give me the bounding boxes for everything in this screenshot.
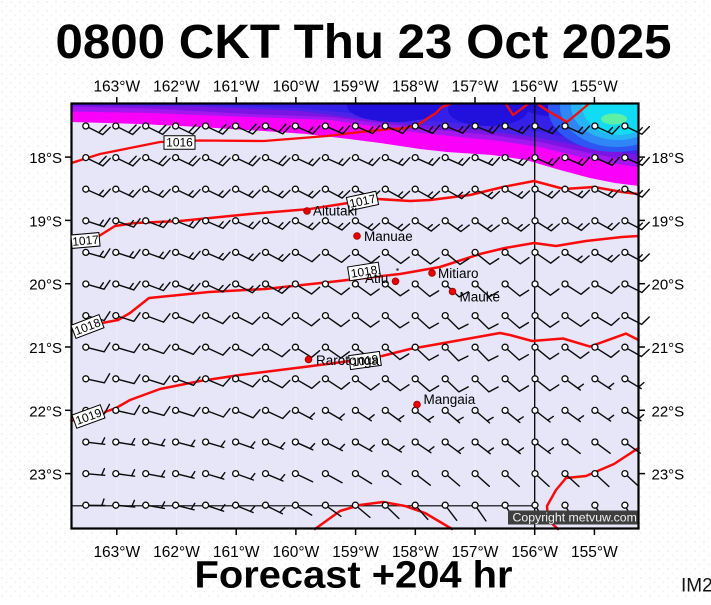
svg-text:159°W: 159°W <box>332 79 379 96</box>
svg-text:19°S: 19°S <box>652 213 685 230</box>
svg-text:155°W: 155°W <box>571 544 618 561</box>
svg-text:Forecast +204 hr: Forecast +204 hr <box>195 555 513 597</box>
svg-text:160°W: 160°W <box>273 79 320 96</box>
svg-text:156°W: 156°W <box>511 544 558 561</box>
svg-text:156°W: 156°W <box>511 79 558 96</box>
svg-text:Rarotonga: Rarotonga <box>316 353 380 368</box>
svg-text:1016: 1016 <box>166 136 193 150</box>
svg-text:157°W: 157°W <box>452 544 499 561</box>
svg-text:162°W: 162°W <box>153 544 200 561</box>
svg-text:160°W: 160°W <box>273 544 320 561</box>
svg-text:Mitiaro: Mitiaro <box>438 266 479 281</box>
svg-text:161°W: 161°W <box>213 79 260 96</box>
svg-text:20°S: 20°S <box>29 277 62 294</box>
svg-text:161°W: 161°W <box>213 544 260 561</box>
svg-text:Mauke: Mauke <box>460 290 501 305</box>
svg-text:159°W: 159°W <box>332 544 379 561</box>
svg-text:158°W: 158°W <box>392 79 439 96</box>
svg-text:18°S: 18°S <box>652 150 685 167</box>
svg-text:23°S: 23°S <box>652 467 685 484</box>
svg-text:IM2: IM2 <box>681 576 711 597</box>
svg-text:163°W: 163°W <box>93 79 140 96</box>
svg-text:23°S: 23°S <box>29 467 62 484</box>
svg-text:1019: 1019 <box>351 352 380 370</box>
svg-text:21°S: 21°S <box>29 340 62 357</box>
svg-text:1017: 1017 <box>72 233 100 249</box>
svg-text:18°S: 18°S <box>29 150 62 167</box>
svg-text:20°S: 20°S <box>652 277 685 294</box>
svg-text:155°W: 155°W <box>571 79 618 96</box>
svg-text:22°S: 22°S <box>29 403 62 420</box>
svg-text:22°S: 22°S <box>652 403 685 420</box>
svg-text:21°S: 21°S <box>652 340 685 357</box>
svg-text:Copyright metvuw.com: Copyright metvuw.com <box>513 511 637 525</box>
svg-text:1018: 1018 <box>350 263 379 281</box>
svg-text:Mangaia: Mangaia <box>424 392 476 407</box>
svg-text:163°W: 163°W <box>93 544 140 561</box>
svg-text:Manuae: Manuae <box>364 229 413 244</box>
svg-text:19°S: 19°S <box>29 213 62 230</box>
svg-text:158°W: 158°W <box>392 544 439 561</box>
svg-text:162°W: 162°W <box>153 79 200 96</box>
svg-text:157°W: 157°W <box>452 79 499 96</box>
svg-text:Atiu: Atiu <box>365 271 388 286</box>
svg-text:Aitutaki: Aitutaki <box>313 204 357 219</box>
svg-text:0800 CKT Thu 23 Oct 2025: 0800 CKT Thu 23 Oct 2025 <box>56 16 672 69</box>
svg-text:1017: 1017 <box>348 192 377 211</box>
